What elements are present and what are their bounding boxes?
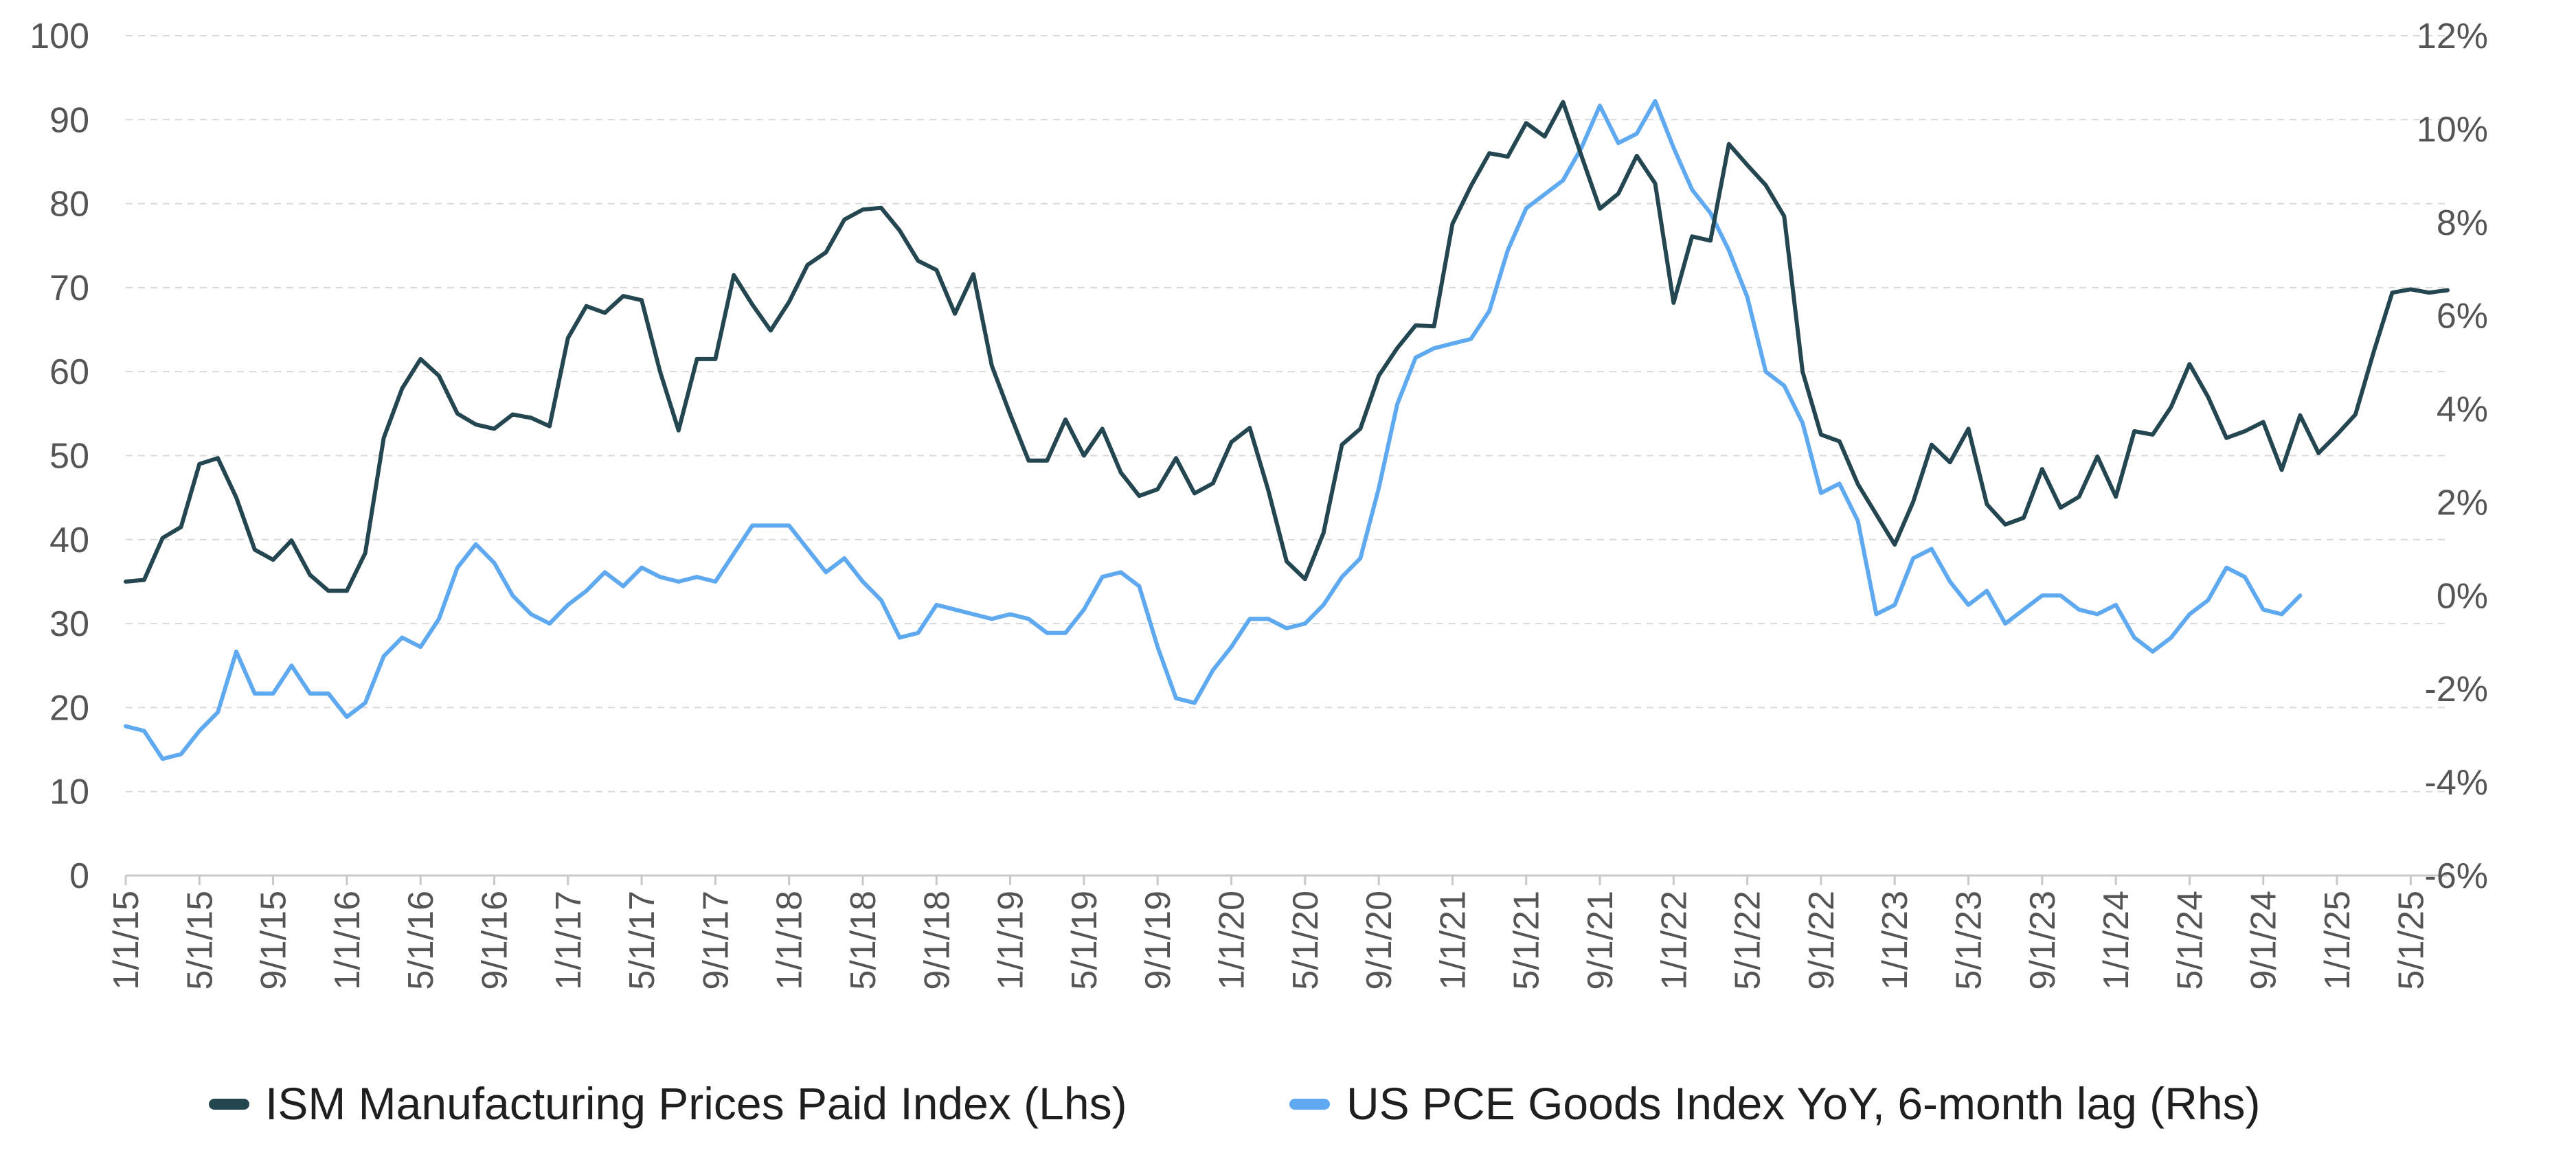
y-left-tick-label: 70 (49, 268, 89, 308)
y-left-tick-label: 10 (49, 773, 89, 812)
y-right-tick-label: 8% (2437, 203, 2488, 243)
y-right-tick-label: -4% (2425, 763, 2488, 803)
x-tick-label: 9/1/21 (1581, 891, 1620, 990)
y-right-tick-label: -6% (2425, 856, 2488, 896)
x-tick-label: 1/1/24 (2097, 891, 2136, 990)
x-tick-label: 1/1/23 (1875, 891, 1915, 990)
y-right-tick-label: 4% (2437, 390, 2488, 430)
x-tick-label: 9/1/16 (475, 891, 515, 990)
x-tick-label: 5/1/18 (844, 891, 883, 990)
x-tick-label: 1/1/22 (1654, 891, 1694, 990)
x-tick-label: 9/1/15 (254, 891, 294, 990)
x-tick-label: 5/1/22 (1728, 891, 1768, 990)
x-tick-label: 9/1/24 (2244, 891, 2284, 990)
x-tick-label: 1/1/17 (549, 891, 589, 990)
right-axis: -6% -4% -2% 0% 2% 4% 6% 8% 10% 12% (2417, 16, 2488, 896)
y-right-tick-label: -2% (2425, 670, 2488, 709)
x-tick-label: 1/1/18 (770, 891, 810, 990)
y-right-tick-label: 2% (2437, 483, 2488, 523)
y-right-tick-label: 0% (2437, 576, 2488, 616)
legend-item-ism[interactable]: ISM Manufacturing Prices Paid Index (Lhs… (209, 1078, 1127, 1129)
left-axis: 0 10 20 30 40 50 60 70 80 90 100 (30, 16, 89, 896)
series-line-pce (124, 99, 2303, 762)
x-tick-label: 9/1/19 (1138, 891, 1178, 990)
x-tick-label: 9/1/23 (2023, 891, 2063, 990)
x-axis: 1/1/15 5/1/15 9/1/15 1/1/16 5/1/16 9/1/16 1/1/… (106, 876, 2431, 990)
x-tick-label: 5/1/15 (180, 891, 220, 990)
y-left-tick-label: 20 (49, 688, 89, 728)
gridlines (126, 35, 2448, 877)
x-tick-label: 5/1/16 (401, 891, 441, 990)
x-tick-label: 5/1/25 (2391, 891, 2431, 990)
y-right-tick-label: 12% (2417, 16, 2488, 56)
x-tick-label: 5/1/20 (1286, 891, 1326, 990)
y-left-tick-label: 90 (49, 100, 89, 140)
x-tick-label: 9/1/18 (917, 891, 957, 990)
y-right-tick-label: 6% (2437, 297, 2488, 336)
x-tick-label: 1/1/16 (328, 891, 368, 990)
x-tick-label: 1/1/15 (106, 891, 146, 990)
x-tick-label: 1/1/21 (1433, 891, 1473, 990)
y-left-tick-label: 40 (49, 521, 89, 560)
x-tick-label: 1/1/25 (2318, 891, 2358, 990)
legend-label-pce: US PCE Goods Index YoY, 6-month lag (Rhs… (1346, 1078, 2261, 1129)
legend: ISM Manufacturing Prices Paid Index (Lhs… (209, 1078, 2261, 1129)
series-line-ism (124, 100, 2450, 593)
x-tick-label: 5/1/21 (1507, 891, 1547, 990)
x-tick-label: 1/1/20 (1212, 891, 1252, 990)
y-left-tick-label: 50 (49, 437, 89, 477)
legend-label-ism: ISM Manufacturing Prices Paid Index (Lhs… (265, 1078, 1127, 1129)
x-tick-label: 9/1/17 (696, 891, 736, 990)
x-tick-label: 1/1/19 (991, 891, 1031, 990)
y-left-tick-label: 80 (49, 185, 89, 225)
x-tick-label: 5/1/24 (2170, 891, 2210, 990)
x-tick-label: 9/1/22 (1802, 891, 1842, 990)
y-left-tick-label: 0 (69, 856, 89, 896)
y-left-tick-label: 30 (49, 604, 89, 644)
legend-item-pce[interactable]: US PCE Goods Index YoY, 6-month lag (Rhs… (1289, 1078, 2261, 1129)
x-tick-label: 9/1/20 (1359, 891, 1399, 990)
series-layer (124, 99, 2450, 762)
x-tick-label: 5/1/17 (622, 891, 662, 990)
y-left-tick-label: 60 (49, 352, 89, 392)
x-tick-label: 5/1/23 (1950, 891, 1989, 990)
x-tick-label: 5/1/19 (1065, 891, 1105, 990)
y-left-tick-label: 100 (30, 16, 89, 56)
y-right-tick-label: 10% (2417, 110, 2488, 150)
